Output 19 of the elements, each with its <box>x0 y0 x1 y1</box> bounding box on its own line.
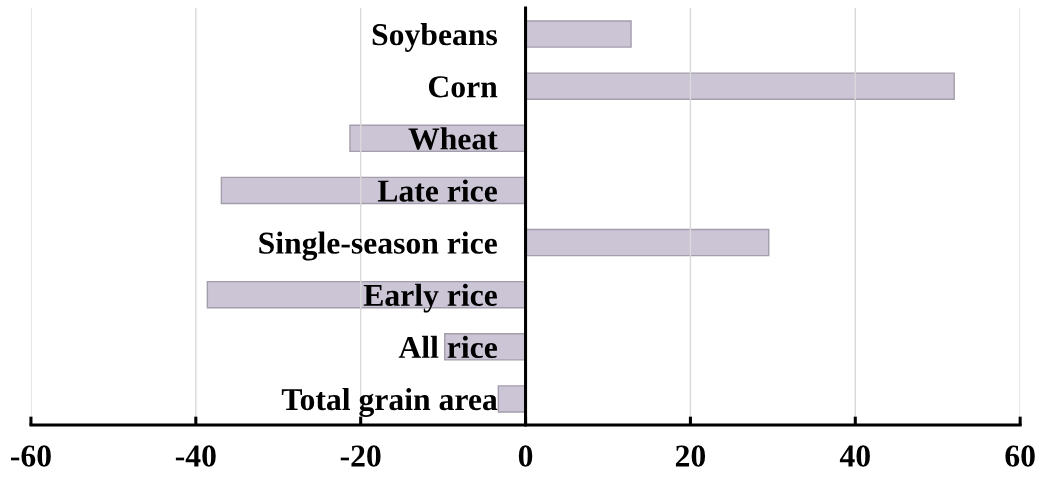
x-tick-label: 60 <box>1005 445 1035 467</box>
y-tick-label: All rice <box>398 335 497 359</box>
y-tick-label: Single-season rice <box>259 231 497 261</box>
y-tick-label: Late rice <box>377 179 497 202</box>
x-tick-label: -40 <box>175 445 216 467</box>
x-tick-label: 40 <box>839 445 870 467</box>
y-tick-label: Early rice <box>363 283 497 313</box>
x-tick-label: 0 <box>518 445 533 467</box>
x-tick-label: -20 <box>340 445 381 467</box>
y-tick-label: Total grain area <box>281 387 498 417</box>
x-tick-label: 20 <box>675 445 706 467</box>
bar <box>497 385 527 413</box>
y-tick-label: Corn <box>428 76 498 98</box>
x-tick-label: -60 <box>11 445 51 467</box>
bar <box>524 20 632 48</box>
bar <box>524 228 770 257</box>
y-tick-label: Soybeans <box>372 23 497 52</box>
y-tick-label: Wheat <box>408 127 498 150</box>
bar <box>524 72 955 100</box>
